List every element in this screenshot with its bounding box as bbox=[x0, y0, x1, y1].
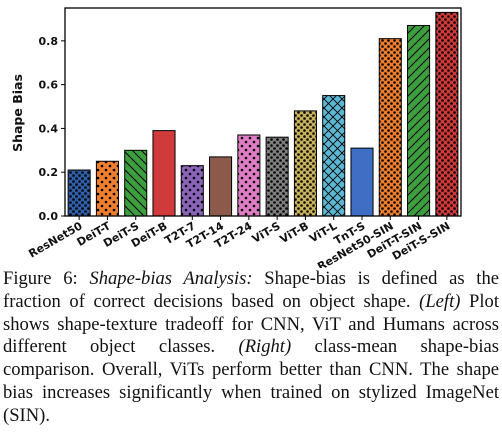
y-tick-label: 0.6 bbox=[39, 79, 59, 92]
caption-text-3: class-mean shape-bias comparison. Overal… bbox=[3, 336, 499, 426]
bar-hatch-deit-s-sin bbox=[435, 12, 458, 216]
caption-text-1: Shape-bias is defined as the fraction of… bbox=[3, 268, 499, 312]
bar-hatch-deit-t-sin bbox=[407, 25, 430, 216]
y-axis-ticks: 0.0 0.2 0.4 0.6 0.8 bbox=[39, 35, 65, 223]
bar-series bbox=[67, 11, 459, 217]
y-tick-label: 0.4 bbox=[39, 122, 59, 135]
caption-label: Figure 6: bbox=[3, 268, 78, 289]
y-tick-label: 0.8 bbox=[39, 35, 59, 48]
caption-title: Shape-bias Analysis: bbox=[89, 268, 253, 289]
bar-hatch-vit-s bbox=[266, 137, 289, 216]
x-tick-label: ViT-S bbox=[250, 219, 283, 246]
y-axis-label: Shape Bias bbox=[10, 74, 25, 152]
bar-tnt-s bbox=[350, 147, 374, 217]
x-axis-ticks: ResNet50DeiT-TDeiT-SDeiT-BT2T-7T2T-14T2T… bbox=[26, 216, 452, 268]
y-tick-label: 0.0 bbox=[39, 210, 59, 223]
bar-hatch-deit-t bbox=[96, 161, 119, 216]
caption-right-tag: (Right) bbox=[238, 336, 292, 358]
y-tick-label: 0.2 bbox=[39, 166, 59, 179]
caption-left-tag: (Left) bbox=[419, 290, 461, 312]
bar-hatch-t2t-7 bbox=[181, 165, 204, 216]
plot-frame bbox=[64, 7, 462, 217]
caption-text-2: Plot shows shape-texture tradeoff for CN… bbox=[3, 290, 500, 358]
bar-hatch-vit-b bbox=[294, 110, 317, 216]
shape-bias-chart: Shape Bias 0.0 0.2 0.4 0.6 0.8 ResNet50DeiT-… bbox=[10, 7, 462, 268]
bar-deit-b bbox=[152, 130, 176, 217]
x-tick-label: ViT-B bbox=[278, 219, 311, 246]
bar-hatch-deit-s bbox=[124, 150, 147, 216]
bar-t2t-14 bbox=[209, 156, 233, 217]
bar-hatch-resnet50-sin bbox=[379, 38, 402, 216]
bar-hatch-vit-l bbox=[322, 95, 345, 216]
bar-hatch-resnet50 bbox=[68, 170, 91, 216]
figure-caption: Figure 6: Shape-bias Analysis: Shape-bia… bbox=[3, 268, 499, 428]
bar-hatch-t2t-24 bbox=[237, 134, 260, 216]
